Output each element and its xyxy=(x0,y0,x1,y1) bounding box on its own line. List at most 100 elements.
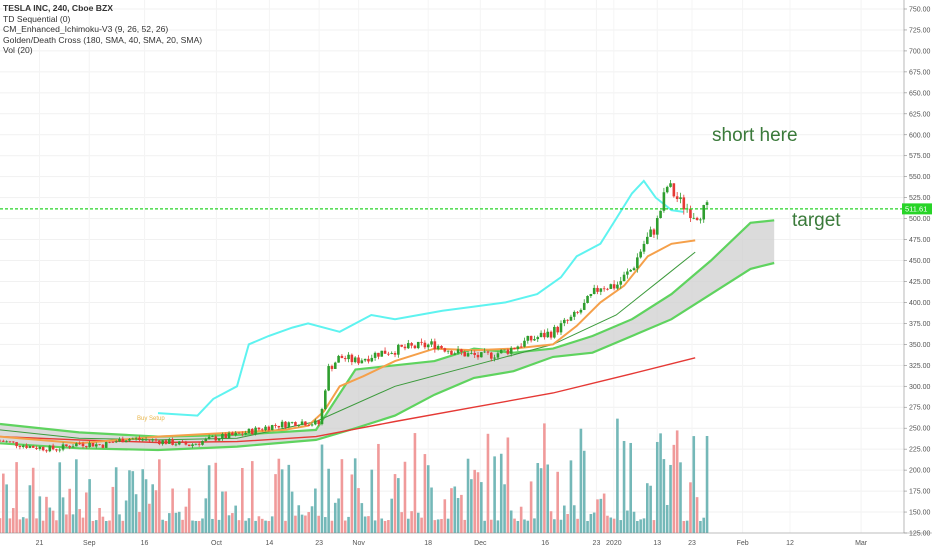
volume-bar xyxy=(280,469,284,533)
candle-body xyxy=(413,345,417,349)
candle-body xyxy=(602,288,606,290)
y-tick-label: 450.00 xyxy=(909,258,931,265)
volume-bar xyxy=(370,469,374,533)
y-tick-label: 425.00 xyxy=(909,279,931,286)
volume-bar xyxy=(430,487,433,533)
candle-body xyxy=(616,284,619,289)
volume-bar xyxy=(234,505,237,533)
volume-bar xyxy=(131,471,135,533)
volume-bar xyxy=(333,502,337,533)
candle-body xyxy=(177,441,181,445)
volume-bar xyxy=(652,520,656,533)
volume-bar xyxy=(304,515,307,533)
volume-bar xyxy=(297,505,301,533)
volume-bar xyxy=(363,516,367,533)
candle-body xyxy=(114,441,118,443)
volume-bar xyxy=(148,503,151,533)
candle-body xyxy=(274,425,277,426)
candle-body xyxy=(645,236,649,244)
candle-body xyxy=(470,352,473,354)
volume-bar xyxy=(626,510,629,533)
volume-bar xyxy=(616,418,619,533)
volume-bar xyxy=(41,520,45,533)
volume-bar xyxy=(284,520,287,533)
candle-body xyxy=(406,343,410,349)
legend-indicator-cross: Golden/Death Cross (180, SMA, 40, SMA, 2… xyxy=(3,34,203,45)
volume-bar xyxy=(559,519,563,533)
volume-bar xyxy=(679,462,682,533)
candle-body xyxy=(85,446,88,448)
volume-bar xyxy=(609,517,613,533)
candle-body xyxy=(340,355,344,359)
candle-body xyxy=(227,432,231,439)
candle-body xyxy=(579,309,583,313)
volume-bar xyxy=(48,507,52,533)
volume-bar xyxy=(75,459,78,533)
candle-body xyxy=(158,440,161,445)
candle-body xyxy=(78,443,81,445)
volume-bar xyxy=(659,433,662,533)
volume-bar xyxy=(264,520,267,533)
y-tick-label: 225.00 xyxy=(909,447,931,454)
volume-bar xyxy=(566,513,569,533)
candle-body xyxy=(65,444,68,447)
candle-body xyxy=(128,438,131,441)
volume-bar xyxy=(141,469,145,533)
candle-body xyxy=(320,409,324,425)
volume-bar xyxy=(197,520,201,533)
candle-body xyxy=(68,446,72,448)
volume-bar xyxy=(582,450,586,533)
candle-body xyxy=(393,353,397,355)
candle-body xyxy=(496,353,500,358)
volume-bar xyxy=(11,508,15,533)
volume-bar xyxy=(231,513,234,533)
legend-indicator-td: TD Sequential (0) xyxy=(3,13,71,24)
volume-bar xyxy=(460,494,463,533)
candle-body xyxy=(576,311,579,313)
candle-body xyxy=(360,360,364,364)
volume-bar xyxy=(665,504,669,533)
candle-body xyxy=(171,439,174,445)
volume-bar xyxy=(250,461,254,533)
candle-body xyxy=(486,351,490,353)
price-axis[interactable]: 125.00 150.00 175.00 200.00 225.00 250.00 275.… xyxy=(903,0,931,538)
candle-body xyxy=(460,349,463,352)
volume-bar xyxy=(158,459,161,533)
x-tick-label: 23 xyxy=(315,540,323,547)
volume-bar xyxy=(602,493,606,533)
volume-bar xyxy=(397,478,400,533)
candle-body xyxy=(5,441,8,443)
candle-body xyxy=(592,287,596,295)
volume-bar xyxy=(506,437,510,533)
candle-body xyxy=(88,442,91,448)
candle-body xyxy=(317,420,320,425)
candle-body xyxy=(377,352,380,357)
candle-body xyxy=(632,268,636,271)
y-tick-label: 300.00 xyxy=(909,384,931,391)
y-tick-label: 250.00 xyxy=(909,426,931,433)
candle-body xyxy=(237,432,241,434)
volume-bar xyxy=(655,441,659,533)
candle-body xyxy=(416,341,420,349)
volume-bar xyxy=(556,471,559,533)
volume-bar xyxy=(244,520,247,533)
x-tick-label: 23 xyxy=(593,540,601,547)
volume-bar xyxy=(695,497,699,533)
volume-bar xyxy=(177,511,181,533)
volume-bar xyxy=(340,459,344,533)
candle-body xyxy=(98,444,101,446)
time-axis[interactable]: 21 Sep 16 Oct 14 23 Nov 18 Dec 16 23 2020 13 23 Feb 12 M… xyxy=(0,532,932,547)
candle-body xyxy=(672,183,676,197)
candle-body xyxy=(224,434,228,439)
candle-body xyxy=(260,429,264,431)
volume-bar xyxy=(549,511,553,533)
volume-bar xyxy=(579,428,583,533)
volume-bar xyxy=(214,462,218,533)
y-tick-label: 525.00 xyxy=(909,195,931,202)
candle-body xyxy=(426,344,430,348)
volume-bar xyxy=(104,521,108,533)
candle-body xyxy=(234,432,237,436)
volume-bar xyxy=(360,503,364,533)
candle-body xyxy=(612,284,616,289)
